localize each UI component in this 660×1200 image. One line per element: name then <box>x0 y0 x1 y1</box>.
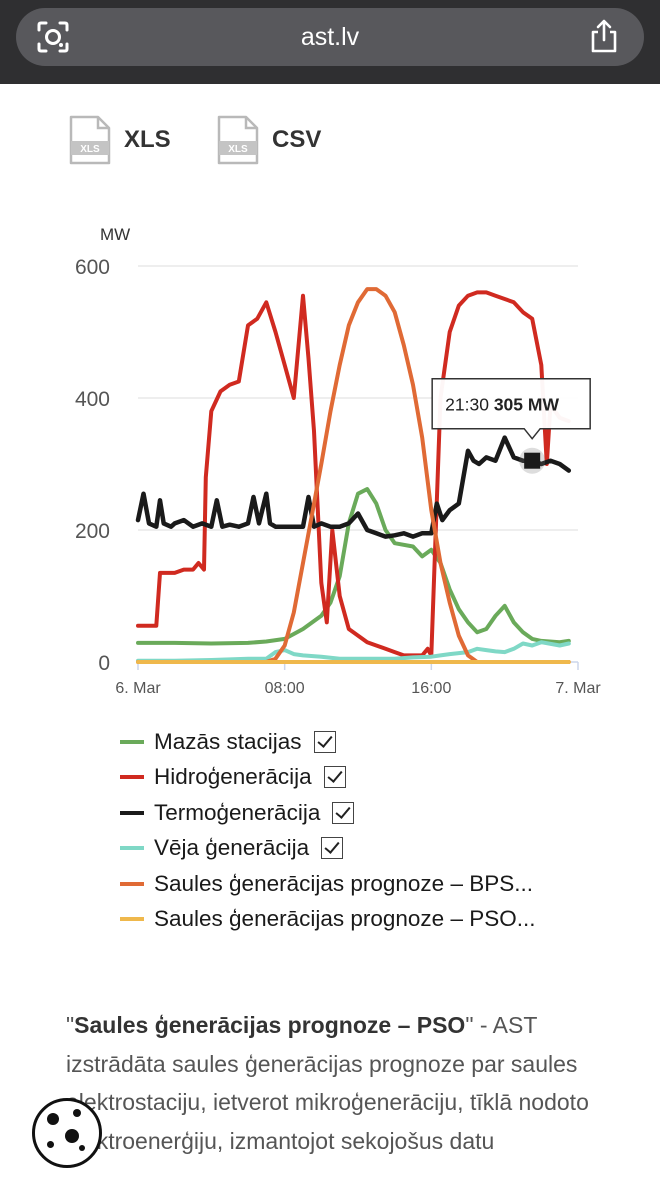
spreadsheet-file-icon: XLS <box>69 115 111 165</box>
legend-swatch <box>120 917 144 922</box>
tooltip-time: 21:30 305 MW <box>445 395 559 415</box>
y-tick-label: 200 <box>75 520 110 543</box>
y-tick-label: 400 <box>75 388 110 411</box>
legend-checkbox[interactable] <box>332 801 355 824</box>
tooltip-box <box>431 377 591 440</box>
legend-label: Hidroģenerācija <box>154 764 312 790</box>
legend-checkbox[interactable] <box>321 837 344 860</box>
series-line-5 <box>136 287 571 664</box>
article-body: - AST izstrādāta saules ģenerācijas prog… <box>66 1012 589 1154</box>
legend-swatch <box>120 775 144 780</box>
download-csv-label: CSV <box>272 126 322 153</box>
hover-marker <box>524 452 541 469</box>
url-text: ast.lv <box>300 23 360 51</box>
svg-text:XLS: XLS <box>80 144 100 155</box>
legend-swatch <box>120 739 144 744</box>
svg-text:XLS: XLS <box>228 144 248 155</box>
legend-item-1[interactable]: Mazās stacijas <box>120 724 600 760</box>
y-axis-label: MW <box>100 225 130 244</box>
download-csv-button[interactable]: XLS CSV <box>216 114 321 166</box>
x-tick-label: 6. Mar <box>115 680 161 697</box>
x-tick-label: 16:00 <box>411 680 451 697</box>
legend-label: Termoģenerācija <box>154 799 321 825</box>
x-tick-label: 08:00 <box>265 680 305 697</box>
legend-checkbox[interactable] <box>323 766 346 789</box>
chart-legend: Mazās stacijas Hidroģenerācija Termoģenerā… <box>120 724 600 937</box>
series-line-3 <box>135 435 572 539</box>
series-line-2 <box>136 290 571 658</box>
legend-label: Saules ģenerācijas prognoze – BPS... <box>154 870 533 896</box>
article-bold-term: Saules ģenerācijas prognoze – PSO <box>74 1012 466 1038</box>
visual-search-icon[interactable] <box>36 20 70 54</box>
browser-toolbar: ast.lv <box>0 0 660 84</box>
y-tick-label: 0 <box>98 652 110 675</box>
generation-chart[interactable]: 0 200 400 600 MW 6. Mar 08:00 16:00 7. Mar 21:30 … <box>0 210 660 710</box>
series-line-4 <box>136 640 571 663</box>
series-line-1 <box>136 487 571 646</box>
legend-checkbox[interactable] <box>313 730 336 753</box>
article-paragraph: "Saules ģenerācijas prognoze – PSO" - AS… <box>66 1012 589 1154</box>
cookie-icon[interactable] <box>32 1098 102 1168</box>
download-xls-label: XLS <box>124 126 171 153</box>
download-xls-button[interactable]: XLS XLS <box>68 114 171 166</box>
legend-swatch <box>120 881 144 886</box>
x-tick-label: 7. Mar <box>555 680 601 697</box>
y-tick-label: 600 <box>75 256 110 279</box>
legend-label: Vēja ģenerācija <box>154 835 310 861</box>
share-icon[interactable] <box>588 18 620 54</box>
legend-item-6[interactable]: Saules ģenerācijas prognoze – PSO... <box>120 902 600 938</box>
legend-item-2[interactable]: Hidroģenerācija <box>120 760 600 796</box>
legend-label: Mazās stacijas <box>154 728 302 754</box>
address-bar[interactable]: ast.lv <box>16 8 644 66</box>
legend-item-5[interactable]: Saules ģenerācijas prognoze – BPS... <box>120 866 600 902</box>
legend-label: Saules ģenerācijas prognoze – PSO... <box>154 906 536 932</box>
spreadsheet-file-icon: XLS <box>217 115 259 165</box>
legend-item-4[interactable]: Vēja ģenerācija <box>120 831 600 867</box>
legend-item-3[interactable]: Termoģenerācija <box>120 795 600 831</box>
tooltip-value: 305 MW <box>494 395 560 415</box>
legend-swatch <box>120 846 144 851</box>
legend-swatch <box>120 810 144 815</box>
